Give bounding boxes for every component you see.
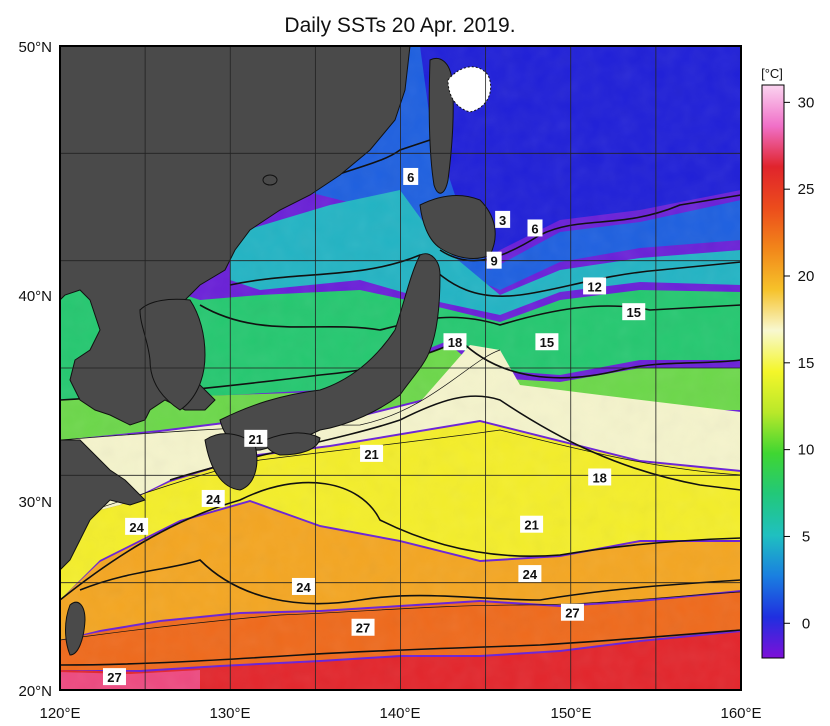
contour-label-text: 6	[407, 170, 414, 185]
colorbar-tick-label: 0	[802, 615, 810, 632]
contour-label-box	[351, 618, 375, 636]
contour-label-box	[560, 603, 584, 621]
contour-label: 18	[443, 333, 467, 351]
lat-tick-label: 20°N	[18, 683, 52, 700]
contour-label-text: 21	[249, 432, 263, 447]
contour-label-box	[588, 468, 612, 486]
contour-line	[60, 429, 741, 521]
contour-label: 24	[518, 565, 542, 583]
lat-tick-label: 30°N	[18, 494, 52, 511]
graticule	[60, 46, 741, 690]
contour-label-text: 21	[364, 447, 378, 462]
contour-label-box	[518, 565, 542, 583]
contour-label: 21	[360, 444, 384, 462]
contour-label-box	[443, 333, 467, 351]
colorbar: [°C] 30 25 20 15 10 5 0	[761, 66, 814, 659]
contour-label: 18	[588, 468, 612, 486]
contour-label-box	[201, 489, 225, 507]
lon-tick-label: 140°E	[379, 705, 420, 722]
lon-tick-label: 130°E	[209, 705, 250, 722]
contour-label-text: 15	[540, 335, 554, 350]
lat-tick-label: 40°N	[18, 288, 52, 305]
contour-label-box	[583, 277, 607, 295]
colorbar-tick-label: 20	[798, 268, 815, 285]
contour-label-box	[102, 668, 126, 686]
contour-label: 9	[486, 251, 502, 269]
land-sakhalin	[428, 57, 454, 194]
contour-label: 21	[520, 515, 544, 533]
colorbar-ticks: 30 25 20 15 10 5 0	[784, 94, 814, 632]
contour-label-text: 15	[627, 305, 641, 320]
land-masses	[60, 46, 496, 656]
lat-tick-labels: 50°N 40°N 30°N 20°N	[18, 39, 52, 700]
contour-label: 12	[583, 277, 607, 295]
lon-tick-label: 160°E	[720, 705, 761, 722]
lon-tick-label: 120°E	[39, 705, 80, 722]
colorbar-tick-label: 10	[798, 442, 815, 459]
lat-tick-label: 50°N	[18, 39, 52, 56]
contour-label: 6	[527, 219, 543, 237]
contour-label: 27	[560, 603, 584, 621]
contour-label-box	[403, 167, 419, 185]
contour-label-text: 27	[565, 606, 579, 621]
contour-label-box	[520, 515, 544, 533]
colorbar-unit: [°C]	[761, 66, 783, 81]
land-kyushu	[204, 433, 258, 491]
contour-label-box	[125, 517, 149, 535]
contour-label-text: 27	[107, 670, 121, 685]
land-shikoku	[264, 432, 321, 456]
lon-tick-labels: 120°E 130°E 140°E 150°E 160°E	[39, 705, 761, 722]
land-jeju	[262, 174, 278, 186]
contour-label-text: 18	[592, 470, 606, 485]
contour-label-text: 24	[129, 520, 144, 535]
contour-label: 24	[201, 489, 225, 507]
land-china-coast	[60, 439, 146, 571]
lon-tick-label: 150°E	[550, 705, 591, 722]
contour-label-box	[622, 303, 646, 321]
colorbar-tick-label: 30	[798, 94, 815, 111]
contour-label: 27	[102, 668, 126, 686]
contour-label-text: 6	[531, 221, 538, 236]
colorbar-tick-label: 15	[798, 355, 815, 372]
contour-label-text: 27	[356, 621, 370, 636]
contour-line	[79, 559, 741, 605]
colorbar-ramp	[761, 84, 785, 659]
contour-line	[60, 481, 741, 601]
map-title: Daily SSTs 20 Apr. 2019.	[284, 14, 516, 37]
contour-label: 15	[622, 303, 646, 321]
contour-label: 21	[244, 429, 268, 447]
contour-label: 27	[351, 618, 375, 636]
contour-label-box	[291, 577, 315, 595]
contour-label-text: 9	[491, 254, 498, 269]
colorbar-tick-label: 25	[798, 181, 815, 198]
contour-label-box	[535, 333, 559, 351]
contour-labels: 6 3 6 9 12 15 15 18 21 21 18 24 24 21 24 24 27 27 27	[102, 167, 646, 686]
contour-label-box	[244, 429, 268, 447]
contour-label-text: 24	[296, 580, 311, 595]
contour-line	[60, 591, 741, 641]
contour-label: 3	[495, 210, 511, 228]
map-frame	[59, 45, 742, 691]
colorbar-tick-label: 5	[802, 528, 810, 545]
contour-label-box	[495, 210, 511, 228]
sea-ice-hatch	[447, 66, 492, 113]
contour-label: 24	[291, 577, 315, 595]
contour-label-box	[486, 251, 502, 269]
contour-label-text: 18	[448, 335, 462, 350]
contour-label-text: 3	[499, 213, 506, 228]
contour-label-text: 24	[206, 492, 221, 507]
contour-label-box	[527, 219, 543, 237]
land-korea	[139, 298, 206, 411]
contour-label: 15	[535, 333, 559, 351]
contour-label: 6	[403, 167, 419, 185]
land-taiwan	[65, 601, 86, 656]
contour-label-box	[360, 444, 384, 462]
contour-label-text: 21	[524, 518, 538, 533]
contour-label-text: 24	[523, 567, 538, 582]
contour-label: 24	[125, 517, 149, 535]
contour-line	[60, 629, 741, 666]
contour-label-text: 12	[587, 279, 601, 294]
